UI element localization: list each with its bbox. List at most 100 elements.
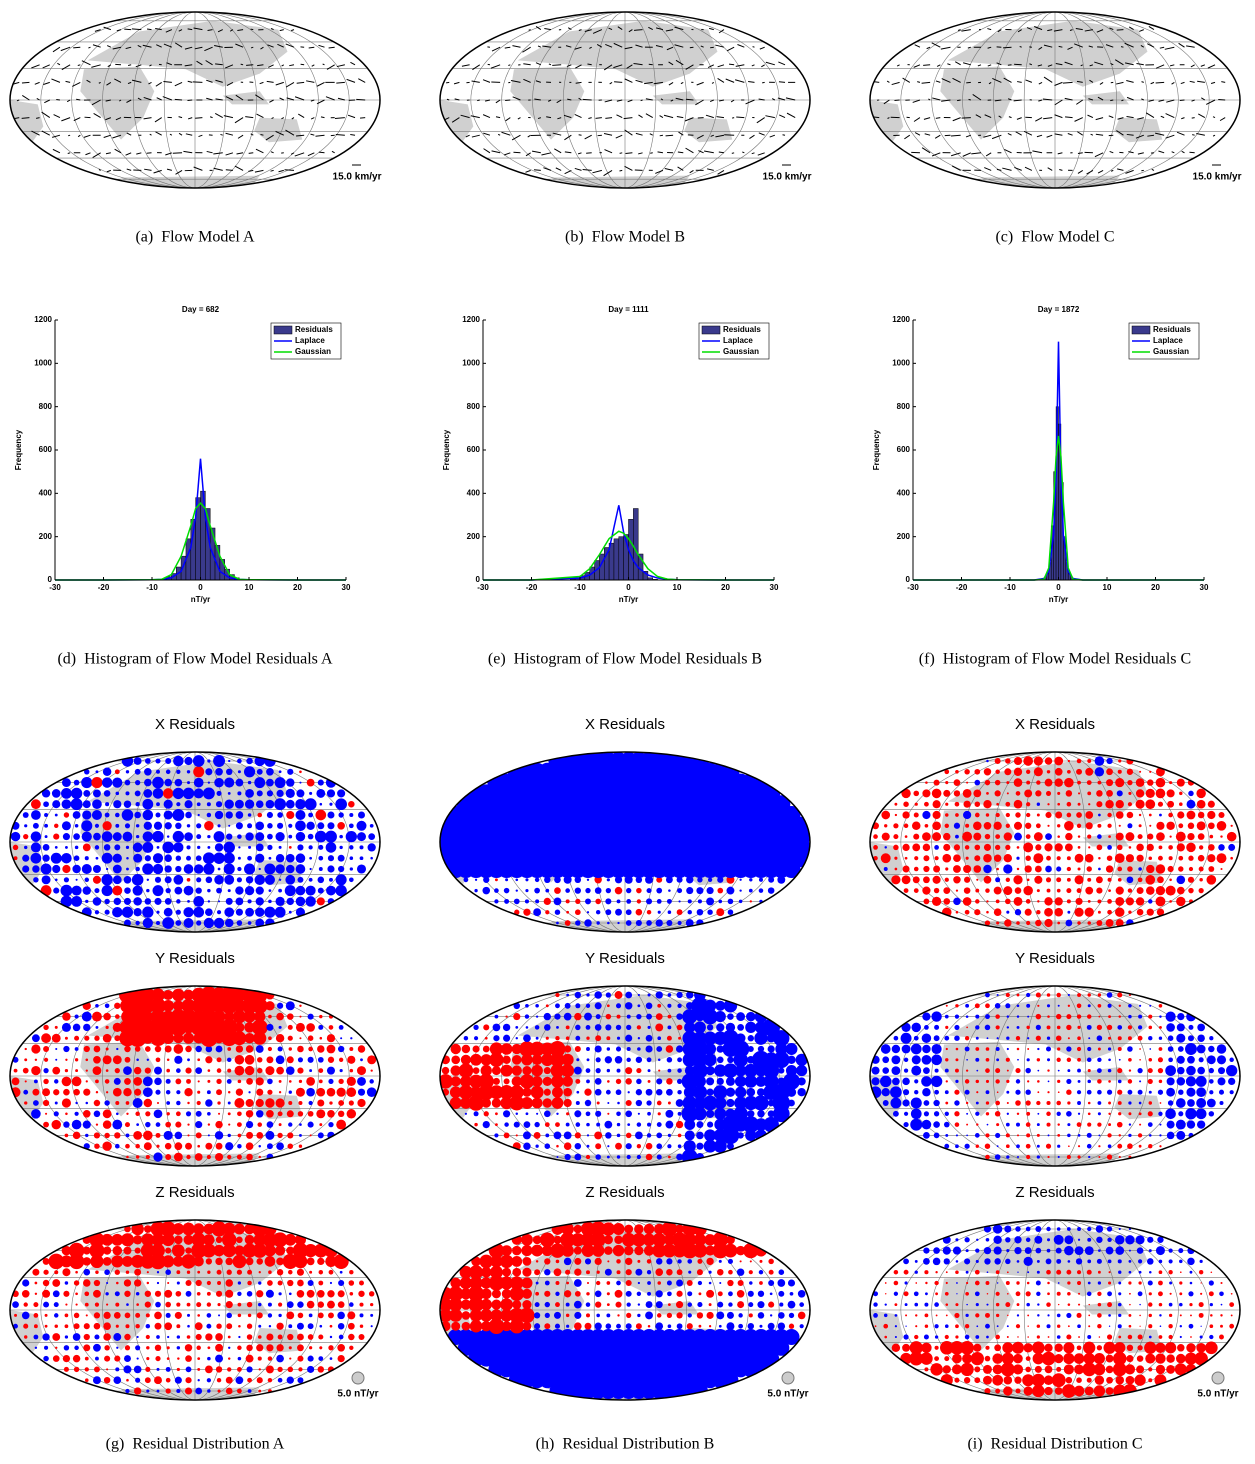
residual-dot [339, 1025, 344, 1030]
residual-dot [535, 1292, 539, 1296]
residual-dot [1014, 778, 1023, 787]
flow-arrow [350, 135, 355, 136]
residual-dot [605, 898, 611, 904]
residual-dot [295, 820, 306, 831]
residual-dot [500, 1255, 513, 1268]
residual-dot [636, 1100, 642, 1106]
residual-dot [645, 1311, 653, 1319]
residual-dot [463, 877, 468, 882]
residual-dot [175, 1132, 183, 1140]
residual-dot [197, 1271, 200, 1274]
residual-dot [207, 802, 211, 806]
residual-dot [54, 1302, 59, 1307]
residual-dot [35, 1293, 37, 1295]
residual-dot [1218, 812, 1224, 818]
residual-dot [688, 1271, 691, 1274]
residual-dot [197, 1091, 200, 1094]
residual-dot [1087, 866, 1092, 871]
residual-dot [534, 888, 540, 894]
residual-dot [1037, 900, 1039, 902]
flow-arrow [447, 99, 449, 100]
residual-dot [340, 1271, 343, 1274]
residual-dot [55, 1048, 57, 1050]
residual-dot [913, 876, 920, 883]
residual-dot [217, 1270, 222, 1275]
flow-arrow [1063, 82, 1073, 83]
residual-dot [525, 889, 528, 892]
residual-dot [173, 788, 184, 799]
residual-dot [799, 1302, 804, 1307]
residual-dot [214, 831, 225, 842]
residual-dot [266, 1365, 274, 1373]
residual-dot [205, 1143, 212, 1150]
residual-dot [146, 889, 149, 892]
residual-dot [1004, 919, 1011, 926]
residual-dot [574, 1322, 582, 1330]
residual-dot [963, 789, 972, 798]
residual-dot [347, 1109, 356, 1118]
residual-dot [625, 1110, 632, 1117]
residual-dot [96, 857, 99, 860]
residual-dot [1187, 1120, 1195, 1128]
residual-dot [246, 1142, 254, 1150]
flow-arrow [175, 99, 182, 100]
residual-dot [973, 790, 981, 798]
residual-dot [1207, 1055, 1216, 1064]
residual-dot [1006, 813, 1010, 817]
residual-dot [566, 1123, 570, 1127]
residual-dot [1087, 878, 1091, 882]
residual-dot [1165, 1065, 1176, 1076]
residual-dot [186, 1079, 191, 1084]
residual-dot [225, 799, 234, 808]
residual-dot [256, 800, 264, 808]
residual-dot [1077, 888, 1082, 893]
residual-dot [596, 921, 599, 924]
residual-dot [901, 1033, 912, 1044]
residual-dot [268, 1303, 272, 1307]
residual-dot [113, 1376, 121, 1384]
residual-dot [617, 922, 619, 924]
residual-dot [1037, 1005, 1039, 1007]
residual-dot [176, 1101, 180, 1105]
residual-dot [892, 1078, 900, 1086]
residual-dot [657, 1004, 661, 1008]
residual-dot [1138, 1025, 1142, 1029]
x-axis-label: nT/yr [1049, 595, 1069, 604]
residual-dot [173, 875, 183, 885]
residual-dot [1066, 920, 1073, 927]
residual-dot [945, 803, 948, 806]
residual-dot [985, 834, 991, 840]
residual-dot [284, 1234, 296, 1246]
residual-dot [728, 1291, 733, 1296]
residual-dot [142, 907, 153, 918]
residual-dot [1186, 1076, 1196, 1086]
residual-dot [255, 908, 264, 917]
residual-dot [155, 758, 160, 763]
flow-arrow [614, 82, 622, 83]
residual-dot [196, 1302, 201, 1307]
flow-arrow [620, 153, 623, 154]
residual-dot [535, 1004, 539, 1008]
residual-dot [295, 810, 305, 820]
residual-dot [1066, 790, 1072, 796]
residual-dot [258, 1325, 261, 1328]
residual-dot [277, 823, 283, 829]
residual-dot [162, 1255, 174, 1267]
residual-dot [336, 1120, 346, 1130]
residual-dot [226, 833, 232, 839]
residual-dot [1017, 994, 1020, 997]
residual-dot [668, 1069, 672, 1073]
residual-dot [135, 780, 140, 785]
residual-dot [1098, 781, 1102, 785]
residual-dot [267, 1143, 273, 1149]
residual-dot [596, 1057, 601, 1062]
residual-dot [197, 1368, 200, 1371]
residual-dot [1199, 1057, 1204, 1062]
residual-dot [587, 1134, 589, 1136]
residual-dot [1054, 778, 1062, 786]
residual-dot [276, 1034, 284, 1042]
residual-dot [176, 770, 180, 774]
x-tick-label: -20 [98, 583, 110, 592]
residual-dot [1075, 854, 1084, 863]
residual-dot [1108, 1102, 1111, 1105]
